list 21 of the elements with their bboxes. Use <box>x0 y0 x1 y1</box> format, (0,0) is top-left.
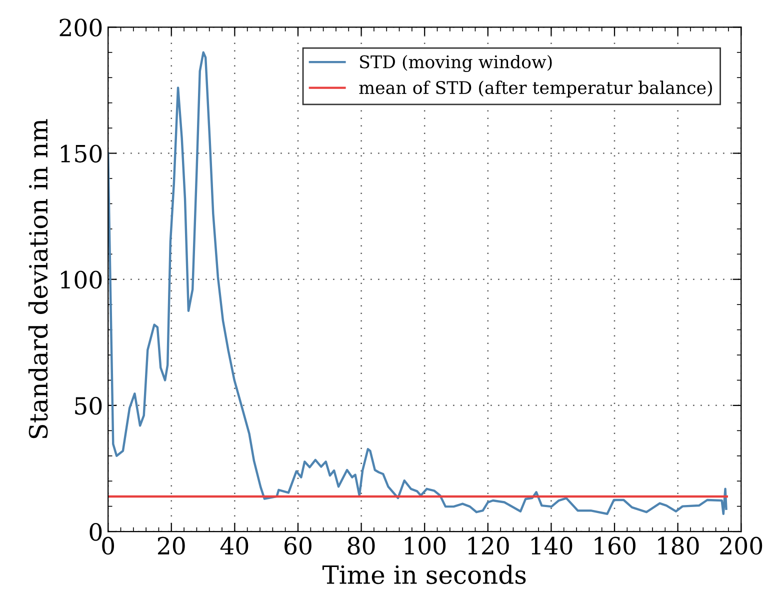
y-tick-label: 200 <box>60 18 102 36</box>
x-tick-label: 180 <box>658 536 699 555</box>
x-tick-label: 140 <box>532 536 572 555</box>
legend-label: mean of STD (after temperatur balance) <box>359 80 712 98</box>
y-axis-title: Standard deviation in nm <box>28 119 48 438</box>
x-tick-label: 40 <box>220 536 248 555</box>
y-tick-label: 0 <box>90 522 102 541</box>
x-tick-label: 60 <box>284 536 312 555</box>
y-tick-label: 150 <box>61 144 102 163</box>
line-series <box>108 51 728 515</box>
x-tick-label: 0 <box>102 536 114 555</box>
legend-label: STD (moving window) <box>360 54 552 72</box>
y-tick-label: 100 <box>61 270 102 289</box>
x-axis-title: Time in seconds <box>322 564 526 584</box>
x-tick-label: 120 <box>468 536 509 555</box>
x-tick-label: 20 <box>158 536 185 555</box>
x-tick-label: 100 <box>404 536 446 555</box>
x-tick-label: 160 <box>594 536 636 555</box>
x-tick-label: 80 <box>348 536 375 555</box>
x-tick-label: 200 <box>720 536 762 555</box>
y-tick-label: 50 <box>75 396 102 415</box>
